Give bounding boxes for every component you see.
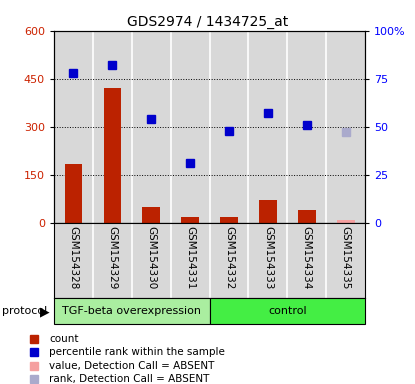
- Bar: [142, 207, 160, 223]
- Bar: [337, 220, 354, 223]
- Text: count: count: [49, 334, 79, 344]
- Text: value, Detection Call = ABSENT: value, Detection Call = ABSENT: [49, 361, 215, 371]
- Text: protocol: protocol: [2, 306, 47, 316]
- Text: GSM154334: GSM154334: [302, 226, 312, 289]
- Text: percentile rank within the sample: percentile rank within the sample: [49, 347, 225, 358]
- Bar: [259, 200, 277, 223]
- Bar: [104, 88, 121, 223]
- Text: TGF-beta overexpression: TGF-beta overexpression: [62, 306, 201, 316]
- Text: rank, Detection Call = ABSENT: rank, Detection Call = ABSENT: [49, 374, 210, 384]
- Bar: [181, 217, 199, 223]
- Text: GSM154332: GSM154332: [224, 226, 234, 289]
- Text: GSM154335: GSM154335: [341, 226, 351, 289]
- Bar: [210, 298, 365, 324]
- Text: GSM154333: GSM154333: [263, 226, 273, 289]
- Bar: [298, 210, 315, 223]
- Text: GSM154329: GSM154329: [107, 226, 117, 289]
- Text: control: control: [268, 306, 307, 316]
- Text: GSM154328: GSM154328: [68, 226, 78, 289]
- Text: GDS2974 / 1434725_at: GDS2974 / 1434725_at: [127, 15, 288, 29]
- Text: GSM154331: GSM154331: [185, 226, 195, 289]
- Bar: [220, 217, 238, 223]
- Text: ▶: ▶: [40, 305, 50, 318]
- Bar: [54, 298, 210, 324]
- Text: GSM154330: GSM154330: [146, 226, 156, 289]
- Bar: [65, 164, 82, 223]
